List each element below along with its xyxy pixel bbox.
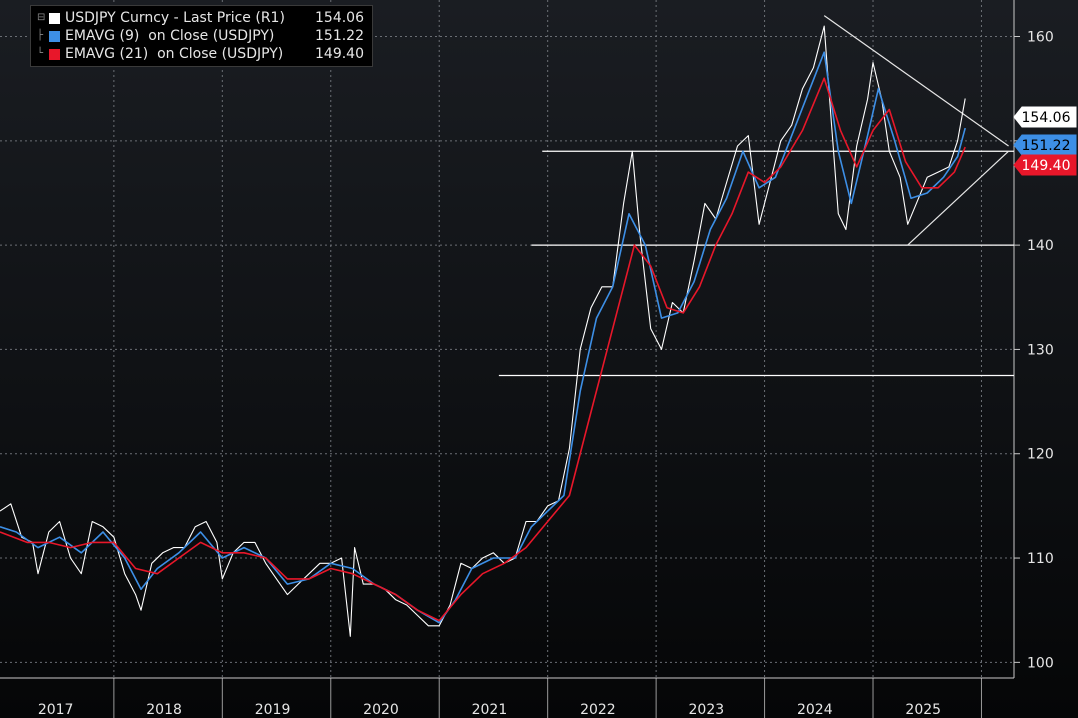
legend-row-price[interactable]: ⊟ USDJPY Curncy - Last Price (R1) 154.06 <box>37 9 364 27</box>
legend-swatch-price <box>49 12 60 24</box>
x-tick-label-2024: 2024 <box>797 702 833 718</box>
legend-value-price: 154.06 <box>315 10 364 26</box>
x-tick-label-2022: 2022 <box>580 702 616 718</box>
legend-value-ema21: 149.40 <box>315 46 364 62</box>
legend-label-price: USDJPY Curncy - Last Price (R1) <box>65 10 285 26</box>
last-value-tag-2 <box>1013 154 1077 176</box>
series-line-0 <box>0 25 966 637</box>
legend-swatch-ema9 <box>49 30 60 42</box>
x-tick-label-2023: 2023 <box>689 702 725 718</box>
series-line-2 <box>0 77 966 622</box>
x-tick-label-2021: 2021 <box>472 702 508 718</box>
last-value-tag-0 <box>1013 106 1077 128</box>
legend-value-ema9: 151.22 <box>315 28 364 44</box>
x-tick-label-2017: 2017 <box>38 702 74 718</box>
tree-branch-end-icon: └ <box>37 48 44 59</box>
x-tick-label-2025: 2025 <box>905 702 941 718</box>
collapse-icon[interactable]: ⊟ <box>37 12 46 23</box>
legend-label-ema21: EMAVG (21) on Close (USDJPY) <box>65 46 284 62</box>
last-value-label-1: 151.22 <box>1022 138 1071 154</box>
trendline-3 <box>823 15 1009 147</box>
tree-branch-icon: ├ <box>37 30 44 41</box>
y-tick-label-160: 160 <box>1027 30 1054 46</box>
legend-row-ema21[interactable]: └ EMAVG (21) on Close (USDJPY) 149.40 <box>37 45 364 63</box>
y-tick-label-130: 130 <box>1027 342 1054 358</box>
chart-legend[interactable]: ⊟ USDJPY Curncy - Last Price (R1) 154.06… <box>30 5 373 67</box>
y-tick-label-120: 120 <box>1027 447 1054 463</box>
last-value-label-0: 154.06 <box>1022 110 1071 126</box>
y-tick-label-100: 100 <box>1027 655 1054 671</box>
legend-row-ema9[interactable]: ├ EMAVG (9) on Close (USDJPY) 151.22 <box>37 27 364 45</box>
trendline-4 <box>907 150 1009 246</box>
x-tick-label-2020: 2020 <box>363 702 399 718</box>
y-tick-label-110: 110 <box>1027 551 1054 567</box>
y-tick-label-140: 140 <box>1027 238 1054 254</box>
legend-label-ema9: EMAVG (9) on Close (USDJPY) <box>65 28 275 44</box>
last-value-label-2: 149.40 <box>1022 158 1071 174</box>
last-value-tag-1 <box>1013 134 1077 156</box>
x-tick-label-2018: 2018 <box>146 702 182 718</box>
legend-swatch-ema21 <box>49 48 60 60</box>
series-line-1 <box>0 51 966 624</box>
x-tick-label-2019: 2019 <box>255 702 291 718</box>
